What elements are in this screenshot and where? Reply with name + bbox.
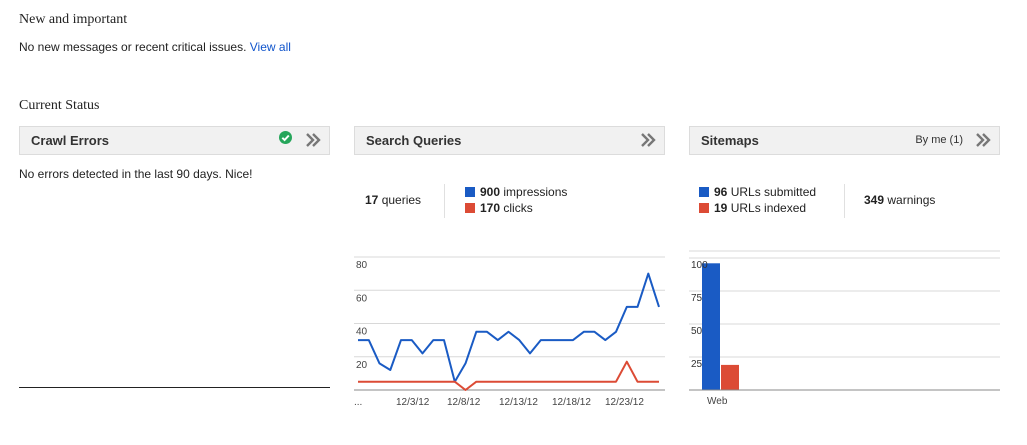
queries-stat: 17 queries <box>365 193 421 207</box>
current-status-title: Current Status <box>19 98 100 113</box>
y-tick-label: 100 <box>691 260 708 271</box>
clicks-label: clicks <box>503 201 533 215</box>
search-queries-title: Search Queries <box>366 133 462 148</box>
clicks-swatch <box>465 203 475 213</box>
urls-submitted-bar <box>702 263 720 390</box>
check-circle-icon <box>279 131 292 144</box>
y-tick-label: 60 <box>356 293 368 304</box>
queries-label: queries <box>381 193 422 207</box>
sitemaps-filter[interactable]: By me (1) <box>915 134 963 146</box>
crawl-errors-header[interactable]: Crawl Errors <box>19 126 330 155</box>
x-tick-label: ... <box>354 397 362 408</box>
x-tick-label: 12/23/12 <box>605 397 644 408</box>
impressions-line <box>358 272 660 383</box>
sitemaps-title: Sitemaps <box>701 133 759 148</box>
stat-divider <box>444 184 445 218</box>
warnings-count: 349 <box>864 193 885 207</box>
chevron-double-right-icon[interactable] <box>305 131 321 149</box>
y-tick-label: 25 <box>691 359 703 370</box>
indexed-label: URLs indexed <box>730 201 807 215</box>
submitted-count: 96 <box>714 185 728 199</box>
urls-indexed-bar <box>721 364 739 390</box>
chevron-double-right-icon[interactable] <box>640 131 656 149</box>
warnings-label: warnings <box>887 193 936 207</box>
search-queries-header[interactable]: Search Queries <box>354 126 665 155</box>
sitemaps-header[interactable]: Sitemaps By me (1) <box>689 126 1000 155</box>
x-category-label: Web <box>707 396 728 407</box>
x-tick-label: 12/18/12 <box>552 397 591 408</box>
urls-indexed-stat: 19 URLs indexed <box>699 201 806 215</box>
indexed-swatch <box>699 203 709 213</box>
new-important-message-row: No new messages or recent critical issue… <box>19 40 291 54</box>
impressions-swatch <box>465 187 475 197</box>
sitemaps-chart: 100 75 50 25 Web <box>689 250 1000 407</box>
y-tick-label: 20 <box>356 360 368 371</box>
new-important-title: New and important <box>19 12 128 27</box>
clicks-count: 170 <box>480 201 501 215</box>
impressions-count: 900 <box>480 185 501 199</box>
crawl-errors-divider <box>19 387 330 388</box>
y-tick-label: 75 <box>691 293 703 304</box>
new-important-message: No new messages or recent critical issue… <box>19 40 247 54</box>
crawl-errors-title: Crawl Errors <box>31 133 110 148</box>
view-all-link[interactable]: View all <box>249 40 291 54</box>
y-tick-label: 80 <box>356 260 368 271</box>
indexed-count: 19 <box>714 201 728 215</box>
stat-divider <box>844 184 845 218</box>
x-tick-label: 12/3/12 <box>396 397 430 408</box>
y-tick-label: 50 <box>691 326 703 337</box>
submitted-swatch <box>699 187 709 197</box>
impressions-label: impressions <box>503 185 568 199</box>
search-queries-chart: 80 60 40 20... 12/3/12 12/8/12 12/13/12 12/18/1… <box>354 256 665 408</box>
x-tick-label: 12/13/12 <box>499 397 538 408</box>
impressions-stat: 900 impressions <box>465 185 567 199</box>
submitted-label: URLs submitted <box>730 185 817 199</box>
warnings-stat: 349 warnings <box>864 193 935 207</box>
queries-count: 17 <box>365 193 379 207</box>
chevron-double-right-icon[interactable] <box>975 131 991 149</box>
clicks-line <box>358 360 659 391</box>
urls-submitted-stat: 96 URLs submitted <box>699 185 816 199</box>
x-tick-label: 12/8/12 <box>447 397 481 408</box>
y-tick-label: 40 <box>356 327 368 338</box>
clicks-stat: 170 clicks <box>465 201 533 215</box>
crawl-errors-message: No errors detected in the last 90 days. … <box>19 167 253 181</box>
